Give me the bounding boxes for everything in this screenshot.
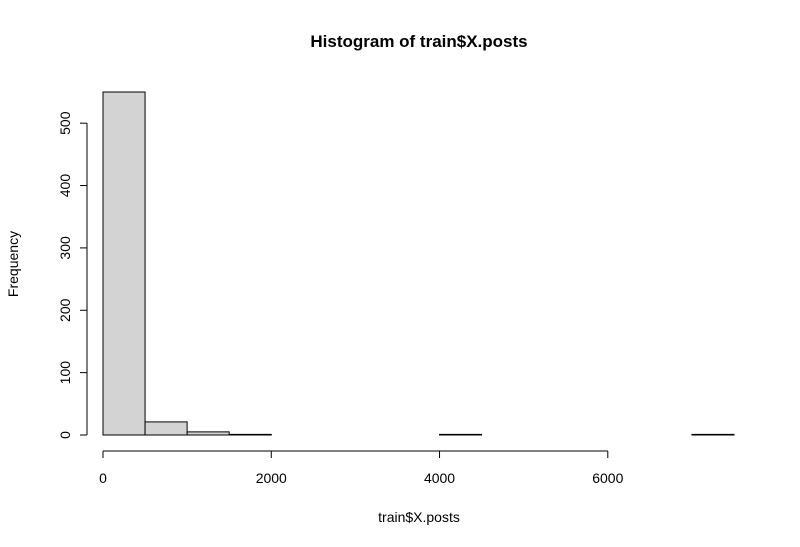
x-axis: 0 2000 4000 6000 bbox=[99, 450, 624, 486]
y-tick-label: 500 bbox=[57, 111, 73, 135]
bars-group bbox=[102, 91, 735, 436]
x-tick-label: 6000 bbox=[592, 470, 623, 486]
y-axis-label: Frequency bbox=[5, 231, 21, 297]
y-tick-label: 200 bbox=[57, 298, 73, 322]
histogram-bar bbox=[186, 431, 230, 436]
x-tick-label: 2000 bbox=[256, 470, 287, 486]
y-tick-label: 300 bbox=[57, 236, 73, 260]
histogram-bar bbox=[439, 433, 483, 436]
histogram-bar bbox=[228, 433, 272, 436]
chart-title: Histogram of train$X.posts bbox=[310, 32, 527, 51]
x-axis-label: train$X.posts bbox=[378, 509, 460, 525]
histogram-bar bbox=[144, 421, 188, 436]
y-tick-label: 100 bbox=[57, 361, 73, 385]
histogram-bar bbox=[691, 433, 735, 436]
histogram-bar bbox=[102, 91, 146, 436]
y-tick-label: 400 bbox=[57, 174, 73, 198]
x-tick-label: 4000 bbox=[424, 470, 455, 486]
x-tick-label: 0 bbox=[99, 470, 107, 486]
y-axis: 0 100 200 300 400 500 bbox=[57, 111, 88, 439]
y-tick-label: 0 bbox=[57, 431, 73, 439]
